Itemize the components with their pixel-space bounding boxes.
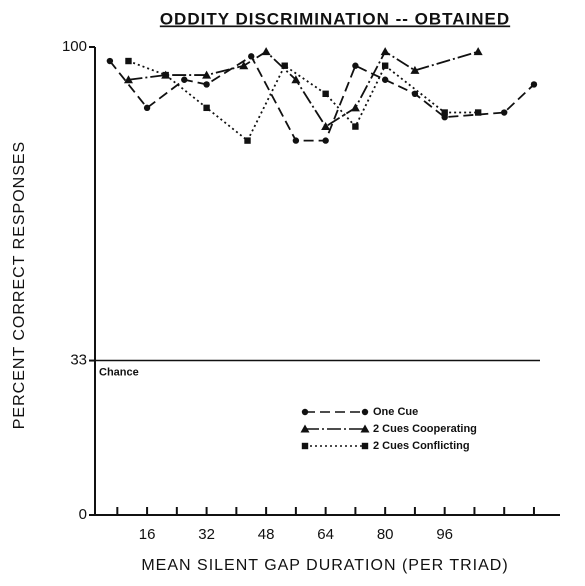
data-point [352,123,359,130]
data-point [106,57,114,65]
series-line [128,60,479,143]
data-point [281,62,288,69]
x-tick-label: 32 [198,526,215,543]
x-tick-label: 48 [258,526,275,543]
data-point [380,47,390,56]
legend-marker [360,424,370,433]
data-point [410,65,420,74]
y-tick-label: 100 [62,38,87,55]
data-point [322,137,329,144]
data-point [248,53,255,60]
data-point [291,75,301,84]
legend-marker [361,442,369,450]
legend-label: 2 Cues Conflicting [373,440,470,452]
y-tick-label: 0 [79,506,87,523]
legend-marker [300,424,310,433]
data-point [352,62,359,69]
legend-marker [301,442,309,450]
data-point [261,47,271,56]
y-tick-label: 33 [70,352,87,369]
legend-label: One Cue [373,406,418,418]
data-point [125,57,132,65]
x-axis-title: MEAN SILENT GAP DURATION (PER TRIAD) [141,557,508,574]
data-point [162,71,169,79]
x-tick-label: 80 [377,526,394,543]
data-point [181,76,188,83]
data-point [381,76,389,83]
data-point [239,61,249,70]
data-point [292,137,300,144]
data-point [202,70,212,79]
x-tick-label: 64 [317,526,334,543]
legend-marker [361,408,369,416]
legend-label: 2 Cues Cooperating [373,423,477,435]
x-tick-label: 16 [139,526,156,543]
data-point [244,137,251,144]
series-line [109,55,535,142]
data-point [474,109,482,116]
data-point [530,81,538,88]
data-point [473,47,483,56]
data-point [203,104,210,112]
data-point [143,104,151,112]
series-line [128,50,479,128]
y-axis-title: PERCENT CORRECT RESPONSES [11,141,28,429]
annotation: Chance [99,366,139,378]
data-point [123,75,133,84]
legend-marker [301,408,309,416]
data-point [411,90,419,98]
data-point [203,81,210,88]
data-point [501,109,508,116]
data-point [381,62,389,69]
chart-title: ODDITY DISCRIMINATION -- OBTAINED [160,9,510,28]
x-tick-label: 96 [436,526,453,543]
data-point [322,90,329,97]
data-point [441,109,448,116]
data-point [321,122,331,131]
data-point [350,103,360,112]
